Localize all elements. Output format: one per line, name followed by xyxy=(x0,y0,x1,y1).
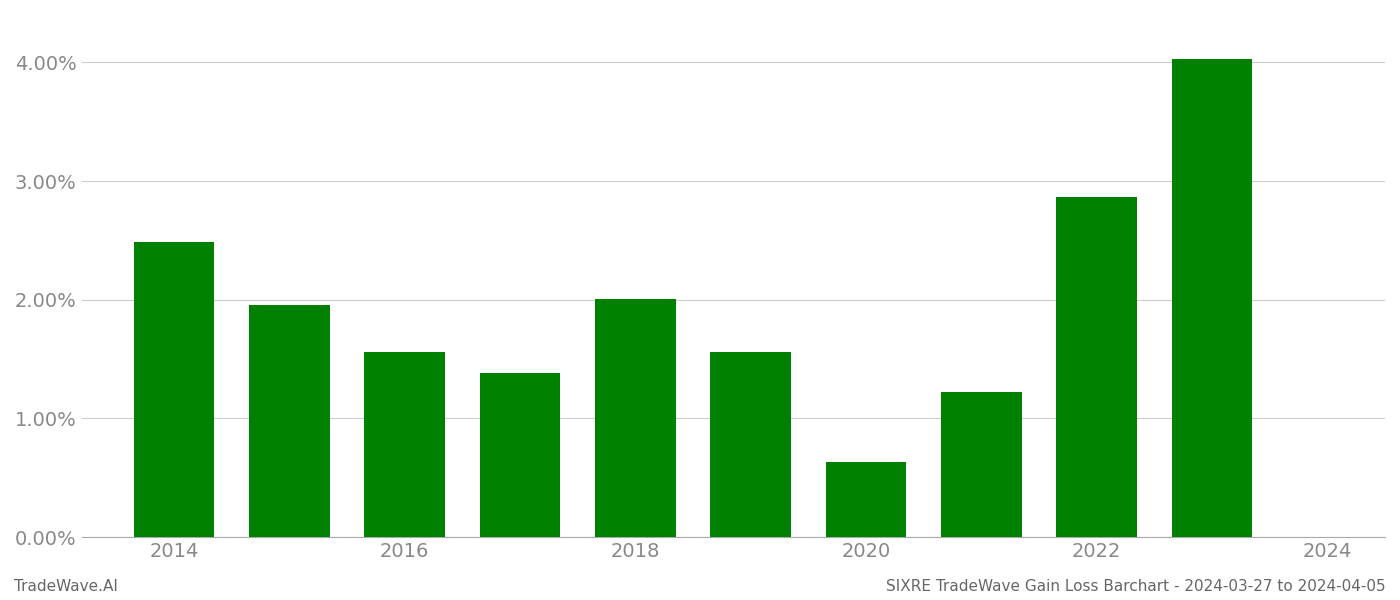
Bar xyxy=(595,299,676,537)
Bar xyxy=(826,463,906,537)
Bar xyxy=(1172,59,1253,537)
Bar xyxy=(480,373,560,537)
Bar xyxy=(249,305,329,537)
Bar xyxy=(364,352,445,537)
Text: SIXRE TradeWave Gain Loss Barchart - 2024-03-27 to 2024-04-05: SIXRE TradeWave Gain Loss Barchart - 202… xyxy=(886,579,1386,594)
Text: TradeWave.AI: TradeWave.AI xyxy=(14,579,118,594)
Bar xyxy=(710,352,791,537)
Bar xyxy=(941,392,1022,537)
Bar xyxy=(1056,197,1137,537)
Bar xyxy=(133,242,214,537)
